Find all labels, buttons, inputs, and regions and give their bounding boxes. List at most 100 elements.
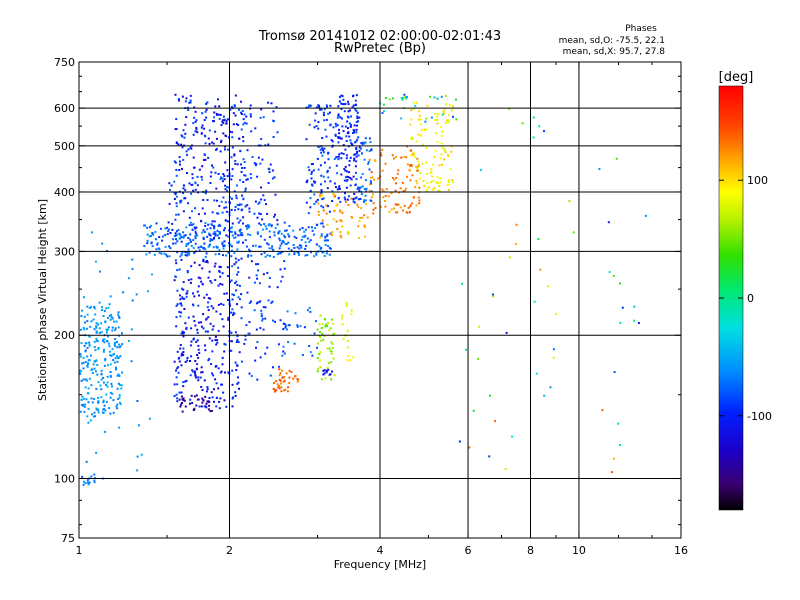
data-point [288, 235, 291, 238]
data-point [280, 232, 283, 235]
data-point [259, 300, 262, 303]
data-point [612, 274, 615, 277]
data-point [369, 199, 372, 202]
data-point [343, 103, 346, 106]
data-point [355, 152, 358, 155]
data-point [162, 235, 164, 238]
data-point [218, 117, 221, 120]
data-point [211, 239, 214, 241]
data-point [210, 409, 213, 412]
data-point [119, 355, 122, 358]
data-point [281, 376, 284, 379]
data-point [174, 242, 177, 245]
data-point [353, 131, 356, 134]
data-point [94, 415, 97, 418]
data-point [196, 339, 199, 342]
data-point [357, 136, 360, 139]
data-point [224, 118, 227, 121]
data-point [97, 401, 100, 404]
data-point [219, 150, 222, 153]
data-point [184, 361, 187, 363]
data-point [197, 213, 200, 216]
data-point [110, 354, 113, 357]
data-point [288, 225, 291, 227]
data-point [276, 383, 279, 386]
data-point [194, 230, 197, 233]
data-point [151, 232, 154, 235]
data-point [148, 235, 151, 238]
data-point [212, 232, 215, 235]
data-point [258, 222, 261, 225]
data-point [301, 235, 304, 238]
data-point [203, 296, 206, 299]
data-point [321, 222, 324, 225]
data-point [370, 190, 373, 193]
data-point [175, 304, 178, 307]
data-point [277, 385, 280, 388]
data-point [283, 379, 286, 382]
data-point [205, 402, 208, 405]
data-point [357, 186, 360, 189]
data-point [234, 94, 237, 97]
data-point [208, 404, 211, 407]
data-point [217, 367, 220, 370]
data-point [281, 240, 284, 242]
data-point [121, 371, 124, 374]
data-point [402, 155, 405, 158]
data-point [115, 320, 118, 323]
data-point [194, 242, 197, 245]
data-point [83, 344, 86, 347]
data-point [175, 325, 178, 328]
data-point [218, 400, 221, 403]
data-point [293, 342, 296, 345]
data-point [329, 373, 332, 376]
data-point [246, 204, 249, 207]
data-point [213, 227, 216, 230]
data-point [415, 166, 418, 168]
data-point [205, 405, 207, 408]
data-point [116, 346, 119, 349]
data-point [190, 245, 193, 247]
data-point [397, 169, 400, 172]
data-point [321, 323, 324, 326]
data-point [208, 244, 211, 247]
data-point [215, 382, 218, 385]
data-point [242, 216, 245, 219]
data-point [387, 195, 390, 198]
data-point [242, 241, 244, 244]
data-point [328, 329, 331, 332]
data-point [215, 114, 218, 116]
data-point [272, 248, 275, 251]
data-point [283, 267, 286, 270]
data-point [353, 157, 356, 160]
data-point [150, 234, 152, 237]
data-point [286, 390, 289, 393]
data-point [343, 110, 346, 113]
data-point [181, 95, 184, 98]
data-point [217, 387, 220, 390]
data-point [237, 341, 240, 344]
data-point [202, 236, 205, 239]
data-point [307, 166, 310, 169]
data-point [205, 390, 208, 393]
data-point [337, 114, 340, 117]
data-point [151, 245, 154, 248]
data-point [368, 168, 371, 171]
data-point [164, 234, 167, 236]
data-point [212, 142, 215, 145]
data-point [93, 481, 96, 484]
data-point [219, 313, 222, 316]
data-point [189, 360, 191, 362]
data-point [331, 318, 334, 321]
data-point [221, 120, 224, 123]
data-point [208, 357, 211, 360]
data-point [338, 209, 341, 212]
data-point [403, 93, 406, 96]
data-point [103, 338, 106, 341]
data-point [231, 383, 234, 386]
data-point [397, 191, 400, 194]
data-point [357, 198, 360, 201]
data-point [288, 381, 291, 384]
data-point [333, 158, 336, 160]
data-point [81, 362, 83, 365]
